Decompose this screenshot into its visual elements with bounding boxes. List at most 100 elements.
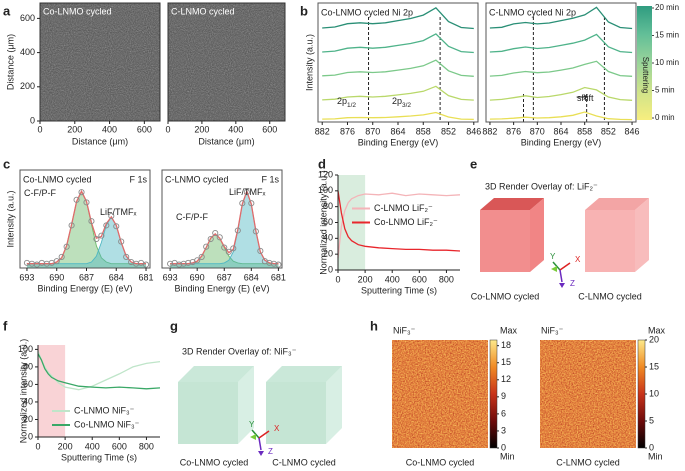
plot-frame: [19, 169, 151, 269]
panel-label: g: [170, 318, 178, 333]
series-line: [337, 192, 461, 259]
annotation-text: 2p: [392, 96, 402, 106]
x-tick-label: 693: [19, 272, 34, 282]
data-point: [266, 259, 273, 266]
x-tick-label: 876: [340, 126, 355, 136]
y-tick-label: 0: [28, 431, 33, 441]
panel-label: d: [318, 156, 326, 171]
y-tick-label: 80: [23, 361, 33, 371]
x-tick-label: 681: [271, 272, 286, 282]
chart-title: Co-LNMO cycled: [23, 174, 92, 184]
annotation: 2p1/2: [337, 96, 356, 108]
data-point: [275, 261, 282, 268]
axis-name: X: [575, 255, 581, 264]
x-tick-label: 600: [137, 124, 152, 134]
series-line: [37, 353, 161, 390]
component-fill: [170, 233, 279, 268]
annotation: LiF/TMFₓ: [229, 187, 265, 197]
annotation-text: 2p: [337, 96, 347, 106]
axis-arrow: [559, 269, 563, 283]
cube-side: [238, 366, 254, 444]
legend-label: Co-LNMO NiF₃⁻: [74, 419, 140, 429]
cube-top: [480, 198, 544, 210]
colorbar-tick-label: 6: [501, 408, 506, 418]
series-line: [170, 189, 279, 265]
data-point: [118, 238, 125, 245]
axis-name: Z: [570, 279, 575, 288]
axis-arrow-head: [250, 434, 256, 440]
x-tick-label: 876: [506, 126, 521, 136]
colorbar-min: Min: [648, 451, 663, 461]
series-line: [26, 189, 146, 265]
series-line: [322, 111, 474, 121]
axis-arrow-head: [551, 266, 557, 272]
micrograph: [40, 3, 160, 121]
component-fill: [26, 191, 147, 268]
data-point: [198, 253, 205, 260]
data-point: [207, 235, 214, 243]
series-line: [322, 85, 474, 101]
plot-frame: [161, 169, 283, 269]
heatmap-title: NiF₃⁻: [393, 325, 416, 335]
data-point: [98, 232, 105, 239]
x-tick-label: 681: [139, 272, 154, 282]
colorbar-max: Max: [500, 325, 518, 335]
x-tick-label: 687: [217, 272, 232, 282]
data-point: [88, 218, 95, 225]
colorbar-tick-label: 20: [649, 334, 659, 344]
series-line: [37, 350, 161, 391]
y-axis-label: Distance (μm): [5, 34, 15, 90]
x-tick-label: 400: [102, 124, 117, 134]
x-axis-label: Distance (μm): [198, 136, 254, 146]
series-line: [489, 60, 633, 77]
panel-label: b: [300, 3, 308, 18]
axis-arrow: [552, 261, 561, 271]
data-point: [73, 196, 80, 203]
axis-arrow-head: [258, 451, 264, 456]
y-tick-label: 100: [318, 185, 333, 195]
cube-top: [266, 366, 342, 382]
annotation-subscript: 3/2: [402, 102, 411, 109]
x-tick-label: 800: [439, 274, 454, 284]
data-point: [93, 235, 100, 243]
panel-label: a: [3, 3, 11, 18]
chart-subtitle: F 1s: [261, 174, 279, 184]
x-tick-label: 200: [358, 274, 373, 284]
x-tick-label: 687: [79, 272, 94, 282]
render-title: 3D Render Overlay of: NiF₃⁻: [182, 346, 297, 356]
data-point: [270, 260, 277, 267]
cube-side: [326, 366, 342, 444]
x-tick-label: 0: [35, 441, 40, 451]
y-tick-label: 40: [323, 233, 333, 243]
x-tick-label: 870: [530, 126, 545, 136]
data-point: [63, 243, 70, 250]
data-point: [180, 260, 187, 267]
colorbar-tick-label: 15: [501, 357, 511, 367]
data-point: [113, 223, 120, 230]
component-fill: [170, 191, 279, 268]
x-tick-label: 800: [139, 441, 154, 451]
heatmap: [540, 340, 636, 448]
data-point: [185, 259, 192, 266]
x-tick-label: 846: [625, 126, 640, 136]
colorbar-tick-label: 5 min: [655, 86, 675, 95]
y-tick-label: 80: [323, 201, 333, 211]
micrograph: [168, 3, 285, 121]
annotation-text: C-F/P-F: [24, 188, 56, 198]
colorbar-tick-label: 3: [501, 425, 506, 435]
x-tick-label: 864: [553, 126, 568, 136]
heatmap-caption: C-LNMO cycled: [556, 457, 620, 467]
annotation-text: C-F/P-F: [176, 212, 208, 222]
colorbar: [489, 339, 498, 449]
data-point: [221, 244, 228, 251]
x-axis-label: Sputtering Time (s): [61, 452, 137, 462]
data-point: [53, 258, 60, 265]
x-axis-label: Binding Energy (eV): [358, 137, 439, 147]
colorbar: [637, 6, 652, 120]
x-tick-label: 690: [49, 272, 64, 282]
data-point: [123, 253, 130, 260]
colorbar-min: Min: [500, 451, 515, 461]
y-tick-label: 60: [23, 379, 33, 389]
annotation: C-F/P-F: [176, 212, 208, 222]
